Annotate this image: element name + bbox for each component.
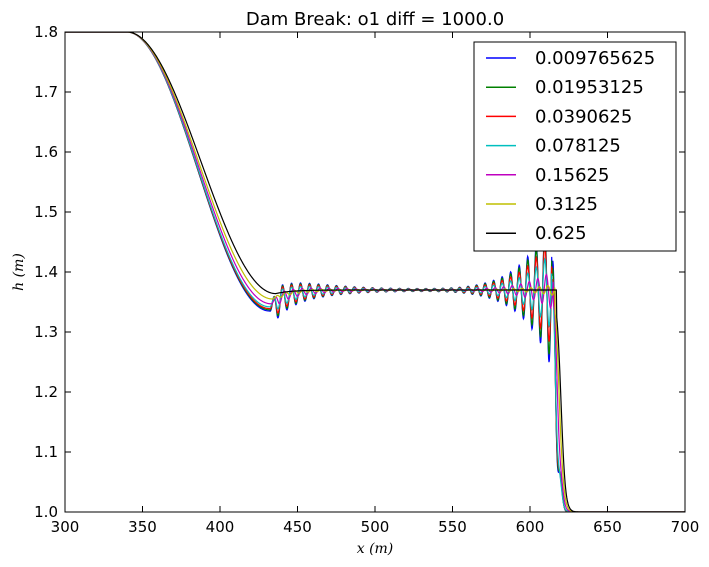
legend-entry: 0.0390625	[535, 106, 632, 127]
y-tick-label: 1.6	[34, 143, 58, 161]
legend-entry: 0.3125	[535, 194, 598, 215]
x-tick-label: 500	[361, 518, 390, 536]
y-axis-label-text: h (m)	[11, 253, 27, 291]
legend-entry: 0.15625	[535, 165, 609, 186]
x-tick-label: 700	[671, 518, 700, 536]
y-axis-label: h (m)	[11, 253, 27, 291]
y-tick-label: 1.4	[34, 263, 58, 281]
x-tick-label: 300	[51, 518, 80, 536]
ticks-layer: 300 350 400 450 500 550 600 650 700 1.0 1.1 1.2 1.3 1…	[34, 23, 699, 536]
legend-entry: 0.625	[535, 223, 587, 244]
legend-box	[473, 41, 677, 252]
y-tick-label: 1.3	[34, 323, 58, 341]
legend-entry: 0.01953125	[535, 77, 644, 98]
y-tick-label: 1.1	[34, 443, 58, 461]
x-tick-label: 450	[283, 518, 312, 536]
legend-entry: 0.078125	[535, 136, 621, 157]
x-axis-label: x (m)	[357, 541, 394, 557]
y-tick-label: 1.2	[34, 383, 58, 401]
x-axis-label-text: x (m)	[357, 541, 394, 557]
y-tick-label: 1.8	[34, 23, 58, 41]
legend-entry: 0.009765625	[535, 48, 655, 69]
y-tick-label: 1.7	[34, 83, 58, 101]
x-tick-label: 600	[516, 518, 545, 536]
x-tick-label: 550	[438, 518, 467, 536]
y-tick-label: 1.5	[34, 203, 58, 221]
x-tick-label: 400	[206, 518, 235, 536]
chart-title: Dam Break: o1 diff = 1000.0	[246, 9, 504, 30]
legend: 0.009765625 0.01953125 0.0390625 0.078125 0.…	[473, 41, 677, 252]
x-tick-label: 350	[128, 518, 157, 536]
x-tick-label: 650	[593, 518, 622, 536]
y-tick-label: 1.0	[34, 503, 58, 521]
